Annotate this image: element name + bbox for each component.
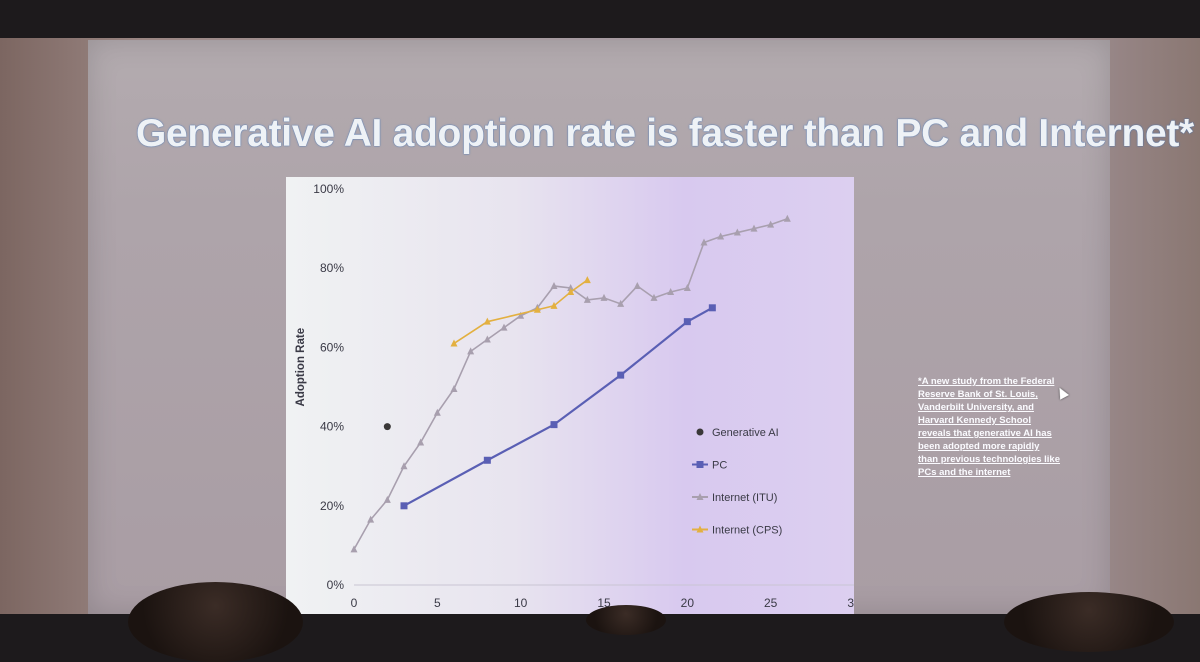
data-point-internet-itu	[383, 495, 391, 503]
y-tick-label: 80%	[320, 261, 344, 275]
x-tick-label: 30	[847, 596, 854, 610]
y-tick-label: 100%	[313, 182, 344, 196]
data-point-internet-itu	[700, 238, 708, 246]
legend-marker-internet-cps	[696, 525, 704, 533]
data-point-internet-itu	[400, 462, 408, 470]
data-point-pc	[400, 502, 408, 510]
y-tick-label: 40%	[320, 420, 344, 434]
series-line-internet-cps	[453, 279, 588, 345]
legend-label-generative-ai: Generative AI	[712, 427, 779, 439]
y-tick-label: 0%	[327, 578, 345, 592]
chart-panel: 0%20%40%60%80%100%051015202530Adoption R…	[286, 177, 854, 614]
data-point-internet-itu	[783, 214, 791, 222]
audience-head-middle	[586, 605, 666, 635]
legend-marker-generative-ai	[696, 428, 704, 436]
adoption-rate-chart: 0%20%40%60%80%100%051015202530Adoption R…	[295, 182, 854, 610]
data-point-internet-itu	[483, 335, 491, 343]
data-point-internet-itu	[367, 515, 375, 523]
legend-marker-internet-itu	[696, 493, 704, 500]
audience-head-right	[1004, 592, 1174, 652]
data-point-internet-itu	[767, 220, 775, 228]
footnote[interactable]: *A new study from the Federal Reserve Ba…	[918, 376, 1061, 478]
legend-label-pc: PC	[712, 460, 727, 472]
data-point-internet-itu	[567, 284, 575, 291]
data-point-internet-itu	[350, 545, 358, 553]
data-point-internet-itu	[650, 293, 658, 301]
data-point-internet-itu	[617, 299, 625, 307]
data-point-generative-ai	[383, 423, 391, 431]
legend-label-internet-cps: Internet (CPS)	[712, 525, 782, 537]
series-generative-ai	[383, 423, 391, 431]
data-point-internet-itu	[517, 311, 525, 319]
data-point-internet-itu	[667, 287, 675, 295]
data-point-pc	[550, 421, 558, 429]
data-point-internet-itu	[433, 408, 441, 416]
series-line-pc	[403, 306, 713, 507]
data-point-internet-itu	[633, 282, 641, 290]
data-point-internet-itu	[733, 228, 741, 236]
data-point-internet-itu	[450, 384, 458, 392]
slide-title: Generative AI adoption rate is faster th…	[136, 112, 1194, 155]
data-point-internet-itu	[583, 295, 591, 303]
data-point-internet-cps	[550, 301, 558, 309]
data-point-internet-itu	[750, 224, 758, 232]
legend-label-internet-itu: Internet (ITU)	[712, 492, 777, 504]
data-point-internet-itu	[683, 284, 691, 291]
data-point-internet-cps	[567, 287, 575, 295]
x-tick-label: 20	[681, 596, 695, 610]
audience-head-left	[128, 582, 303, 662]
series-internet-cps	[450, 276, 591, 347]
data-point-pc	[483, 456, 491, 464]
series-pc	[400, 304, 716, 510]
data-point-internet-cps	[583, 276, 591, 284]
data-point-internet-cps	[533, 305, 541, 313]
legend: Generative AI PC Internet (ITU) Internet (C…	[692, 427, 782, 537]
x-tick-label: 10	[514, 596, 528, 610]
data-point-internet-itu	[717, 232, 725, 240]
x-tick-label: 25	[764, 596, 778, 610]
data-point-internet-itu	[417, 438, 425, 446]
y-axis-label: Adoption Rate	[295, 328, 307, 407]
axes: 0%20%40%60%80%100%051015202530Adoption R…	[295, 182, 854, 610]
data-point-internet-itu	[600, 293, 608, 301]
y-tick-label: 20%	[320, 499, 344, 513]
data-point-internet-itu	[467, 347, 475, 355]
data-point-pc	[683, 318, 691, 326]
x-tick-label: 0	[351, 596, 358, 610]
data-point-pc	[708, 304, 716, 312]
data-point-pc	[617, 371, 625, 379]
series-layer	[350, 214, 791, 553]
x-tick-label: 5	[434, 596, 441, 610]
data-point-internet-cps	[450, 339, 458, 347]
y-tick-label: 60%	[320, 340, 344, 354]
legend-marker-pc	[696, 461, 704, 468]
data-point-internet-itu	[550, 282, 558, 290]
data-point-internet-itu	[500, 323, 508, 331]
data-point-internet-cps	[483, 317, 491, 325]
